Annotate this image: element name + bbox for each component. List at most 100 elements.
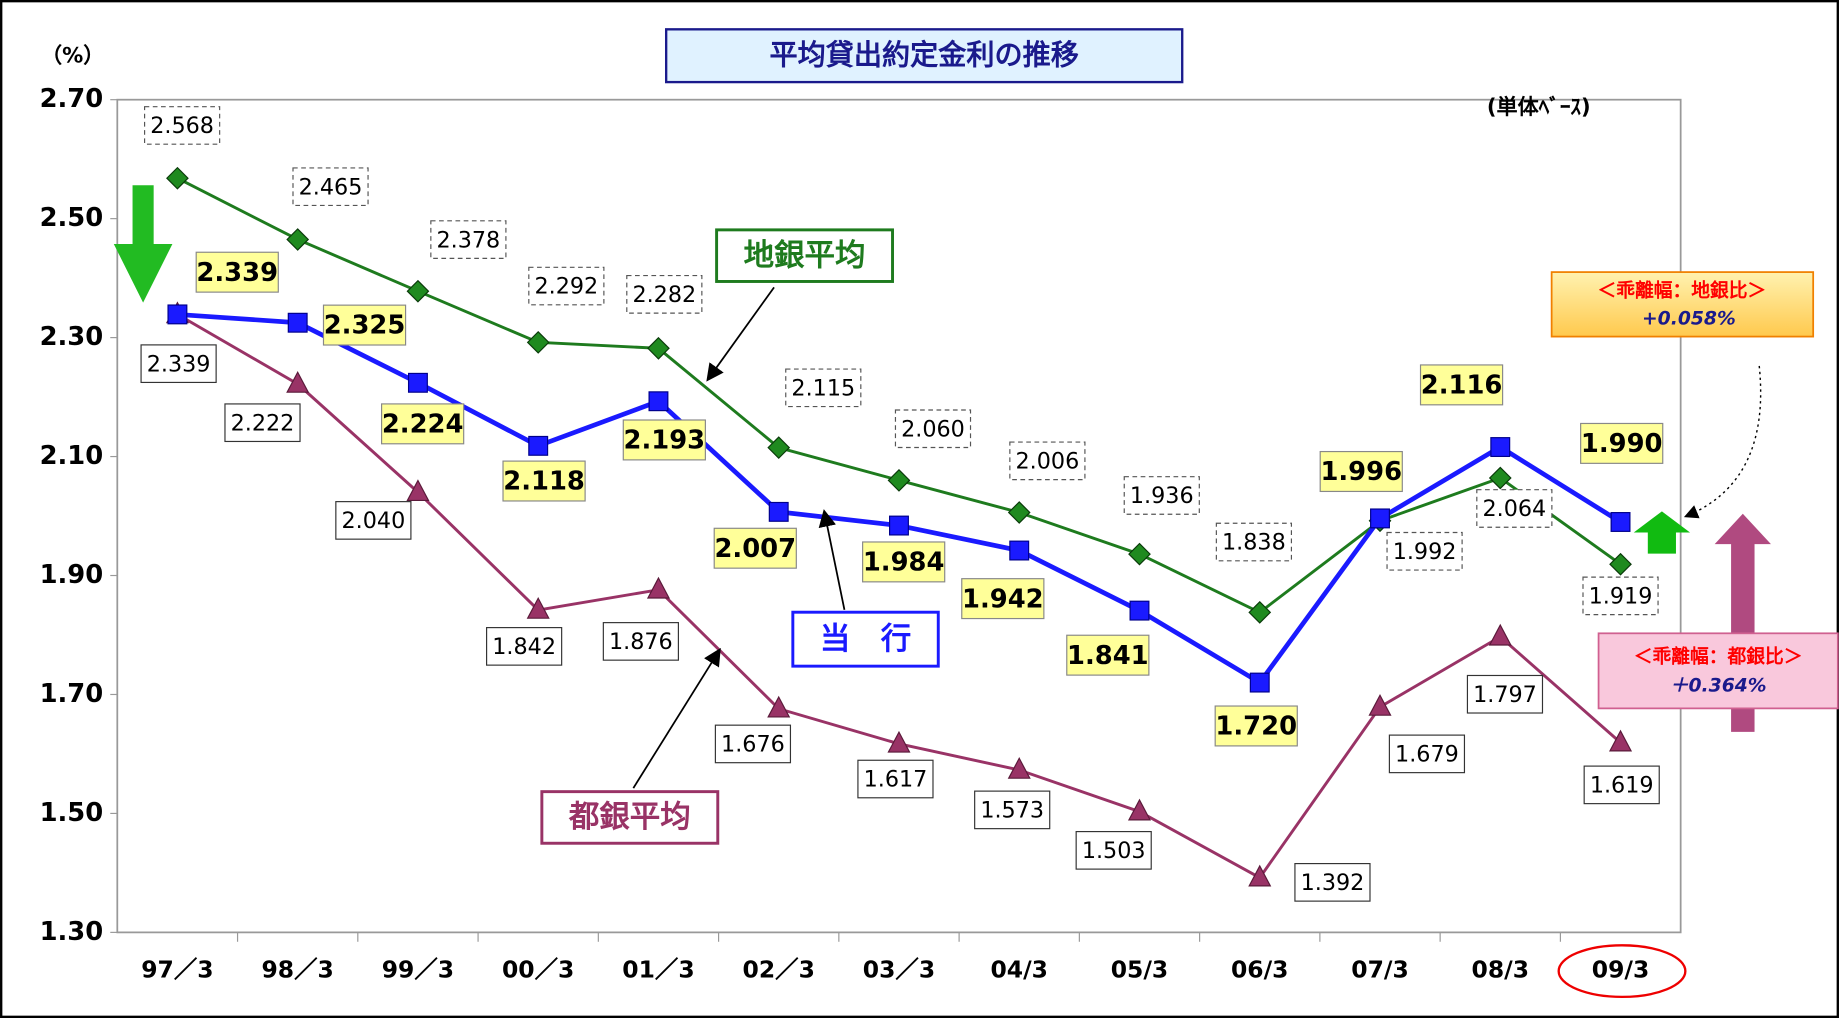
leader — [632, 647, 721, 789]
label-box — [1123, 476, 1200, 515]
label-box — [1066, 634, 1150, 676]
legend-box — [540, 790, 720, 845]
label-box — [195, 251, 279, 293]
legend-label: 当 行 — [820, 622, 911, 657]
label-box — [1582, 576, 1659, 616]
label-box — [144, 106, 221, 145]
legend-label: 都銀平均 — [568, 800, 691, 835]
data-label: 2.118 — [503, 467, 585, 497]
marker — [1007, 501, 1031, 524]
data-label: 2.064 — [1482, 496, 1546, 522]
data-label: 2.040 — [342, 508, 406, 534]
label-box — [1294, 863, 1371, 902]
label-box — [292, 167, 369, 207]
label-box — [785, 368, 862, 408]
data-label: 2.465 — [299, 174, 363, 200]
marker — [647, 336, 670, 360]
annotation-box — [1597, 632, 1839, 710]
annotation: ＜乖離幅：都銀比＞ — [1634, 644, 1803, 667]
x-tick-label: 97／3 — [141, 956, 213, 984]
label-box — [140, 344, 217, 384]
data-label: 1.619 — [1590, 773, 1654, 799]
data-label: 2.282 — [632, 282, 696, 308]
label-box — [224, 403, 301, 443]
marker — [1488, 466, 1512, 490]
marker — [1609, 552, 1632, 576]
y-tick-label: 2.30 — [40, 322, 104, 352]
label-box — [486, 627, 563, 666]
data-label: 1.676 — [721, 732, 785, 758]
label-box — [380, 403, 465, 445]
label-box — [528, 266, 605, 306]
marker — [167, 304, 188, 325]
marker — [526, 597, 550, 619]
data-label: 1.992 — [1393, 539, 1457, 565]
data-label: 1.720 — [1215, 712, 1297, 742]
data-label: 1.984 — [863, 548, 945, 578]
label-box — [1075, 830, 1152, 870]
marker — [286, 228, 310, 251]
marker — [887, 468, 911, 492]
marker — [1249, 672, 1270, 693]
data-label: 1.876 — [609, 629, 673, 655]
data-label: 1.679 — [1395, 742, 1459, 768]
label-box — [322, 304, 407, 346]
data-label: 1.990 — [1581, 429, 1663, 459]
label-box — [974, 790, 1051, 830]
label-box — [1009, 441, 1086, 481]
up-arrow — [1714, 513, 1771, 732]
marker — [526, 330, 550, 354]
data-label: 2.222 — [231, 410, 295, 436]
annotation-value: +0.058% — [1642, 309, 1736, 330]
marker — [1610, 512, 1631, 532]
data-label: 1.842 — [492, 634, 556, 660]
y-unit: （%） — [41, 42, 104, 67]
data-label: 2.568 — [150, 113, 214, 139]
pointer — [1683, 365, 1762, 519]
marker — [1127, 798, 1152, 821]
label-box — [1388, 734, 1466, 774]
data-label: 1.919 — [1589, 584, 1653, 610]
y-tick-label: 1.90 — [40, 560, 104, 590]
x-tick-label: 09/3 — [1592, 956, 1649, 984]
label-box — [622, 419, 706, 461]
up-arrow — [1633, 511, 1691, 554]
marker — [406, 279, 430, 303]
leader — [706, 286, 775, 382]
data-label: 1.936 — [1130, 483, 1194, 509]
leader — [818, 509, 846, 611]
data-label: 1.503 — [1082, 838, 1146, 864]
marker — [1608, 729, 1633, 752]
x-tick-label: 07/3 — [1351, 956, 1408, 984]
x-tick-label: 02／3 — [743, 956, 815, 984]
label-box — [862, 541, 946, 583]
x-tick-label: 03／3 — [863, 956, 935, 984]
label-box — [1583, 765, 1660, 805]
label-box — [335, 501, 412, 540]
marker — [1128, 542, 1151, 566]
x-tick-label: 99／3 — [382, 956, 454, 984]
y-tick-label: 1.50 — [40, 798, 104, 828]
marker — [407, 372, 428, 393]
legend-box — [715, 228, 894, 283]
legend-label: 地銀平均 — [744, 238, 866, 273]
subtitle: (単体ﾍﾞｰｽ) — [1487, 94, 1591, 119]
marker — [1368, 693, 1392, 716]
x-tick-label: 01／3 — [622, 956, 694, 984]
marker — [887, 730, 911, 753]
y-tick-label: 2.10 — [40, 441, 104, 471]
y-tick-label: 1.70 — [40, 679, 104, 709]
data-label: 2.006 — [1016, 449, 1080, 475]
marker — [1488, 623, 1512, 646]
x-tick-label: 98／3 — [261, 956, 333, 984]
marker — [1129, 600, 1150, 621]
x-tick-label: 04/3 — [990, 956, 1047, 984]
label-box — [1476, 489, 1553, 528]
label-box — [1319, 450, 1403, 493]
plot-area — [116, 98, 1682, 934]
label-box — [713, 527, 797, 569]
label-box — [1214, 705, 1298, 747]
